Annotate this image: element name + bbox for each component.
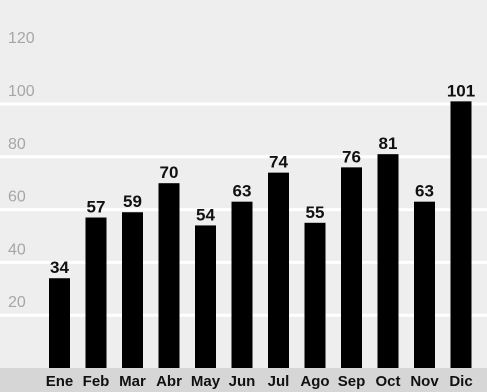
y-tick-label: 20 [8,294,26,311]
data-label: 101 [447,81,475,100]
data-label: 63 [233,182,252,201]
bar-may [195,225,216,368]
data-label: 76 [342,147,361,166]
x-tick-label: Dic [449,373,472,390]
bar-dic [450,101,472,369]
bar-sep [341,167,362,368]
x-axis-categories: Ene Feb Mar Abr May Jun Jul Ago Sep Oct Nov Dic [46,373,473,390]
data-labels: 34 57 59 70 54 63 74 55 76 81 63 101 [50,81,475,277]
y-tick-label: 100 [8,83,35,100]
bar-feb [85,217,107,368]
x-tick-label: Jun [229,373,256,390]
x-tick-label: Nov [410,373,439,390]
data-label: 54 [196,205,215,224]
data-label: 55 [306,203,325,222]
data-label: 81 [379,134,398,153]
data-label: 63 [415,182,434,201]
bar-ene [49,278,70,368]
x-tick-label: Jul [268,373,290,390]
bar-ago [304,222,326,368]
y-tick-label: 120 [8,30,35,47]
y-tick-label: 60 [8,189,26,206]
bar-jun [231,201,253,368]
x-tick-label: Mar [119,373,146,390]
category-strip [0,368,487,392]
x-tick-label: Oct [375,373,400,390]
y-tick-label: 80 [8,136,26,153]
bar-mar [122,212,143,368]
x-tick-label: Sep [338,373,366,390]
bar-abr [158,183,180,368]
data-label: 70 [160,163,179,182]
x-tick-label: Ago [300,373,329,390]
data-label: 59 [123,192,142,211]
y-axis-ticks: 20 40 60 80 100 120 [8,30,35,311]
x-tick-label: Feb [83,373,110,390]
data-label: 74 [269,153,288,172]
bar-nov [414,201,435,368]
x-tick-label: May [191,373,221,390]
data-label: 57 [87,198,106,217]
bars [49,101,472,369]
bar-jul [268,172,289,368]
y-tick-label: 40 [8,241,26,258]
data-label: 34 [50,258,69,277]
x-tick-label: Abr [156,373,182,390]
bar-oct [377,154,399,368]
x-tick-label: Ene [46,373,74,390]
